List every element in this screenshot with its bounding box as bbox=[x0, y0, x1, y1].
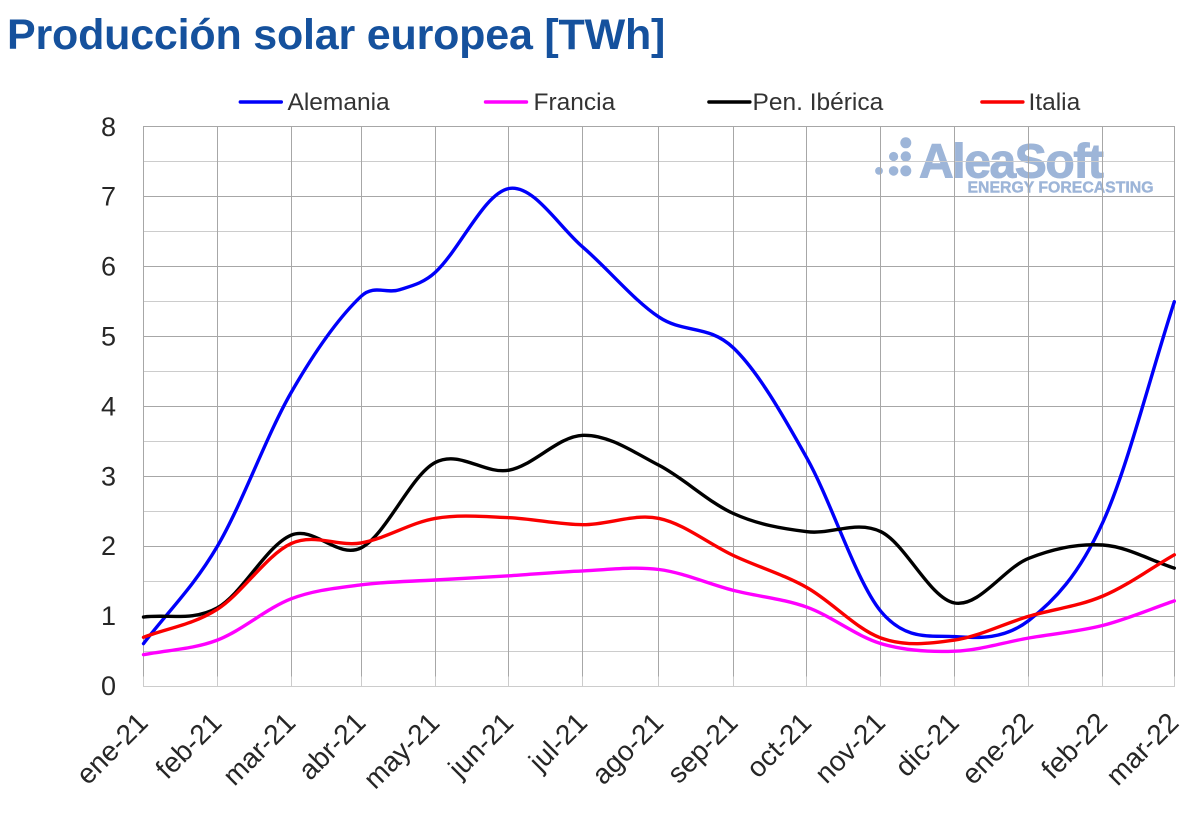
svg-text:Alemania: Alemania bbox=[288, 89, 391, 116]
svg-text:7: 7 bbox=[101, 182, 116, 212]
svg-text:Producción solar europea [TWh]: Producción solar europea [TWh] bbox=[7, 11, 665, 59]
svg-text:6: 6 bbox=[101, 252, 116, 282]
svg-text:Pen. Ibérica: Pen. Ibérica bbox=[753, 89, 884, 116]
svg-text:Francia: Francia bbox=[534, 89, 616, 116]
svg-text:8: 8 bbox=[101, 112, 116, 142]
svg-text:1: 1 bbox=[101, 601, 116, 631]
svg-text:3: 3 bbox=[101, 461, 116, 491]
svg-text:5: 5 bbox=[101, 322, 116, 352]
svg-text:0: 0 bbox=[101, 671, 116, 701]
svg-text:ENERGY FORECASTING: ENERGY FORECASTING bbox=[968, 180, 1154, 197]
svg-text:Italia: Italia bbox=[1029, 89, 1081, 116]
svg-text:4: 4 bbox=[101, 391, 116, 421]
svg-text:2: 2 bbox=[101, 531, 116, 561]
